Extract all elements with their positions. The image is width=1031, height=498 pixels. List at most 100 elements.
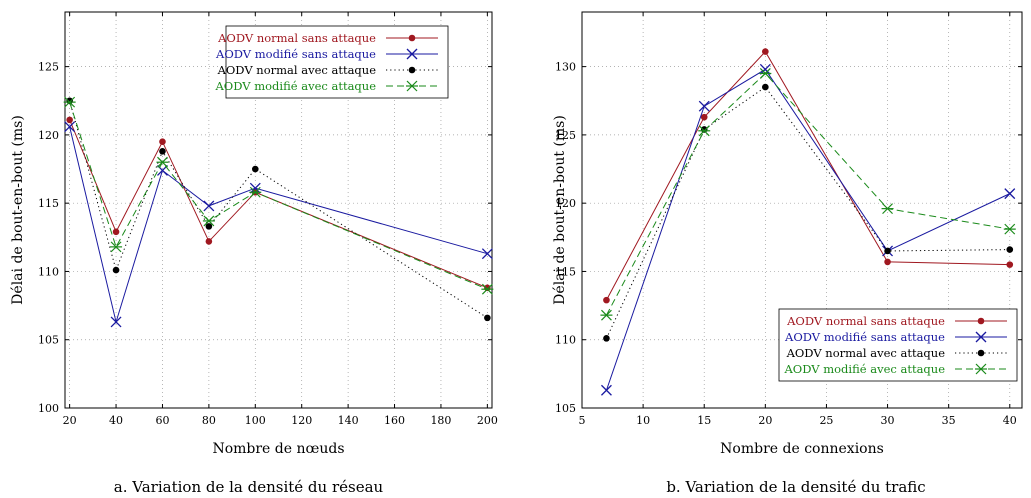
data-point bbox=[881, 203, 894, 215]
legend-entry-label: AODV modifié avec attaque bbox=[784, 362, 946, 376]
legend-entry-marker bbox=[406, 48, 418, 60]
x-axis-label: Nombre de connexions bbox=[720, 441, 884, 457]
chart-a: 20 40 60 80 100 120 140 160 180 200 100 105 110 115 12… bbox=[10, 11, 498, 496]
data-point bbox=[759, 68, 772, 79]
series-3 bbox=[66, 97, 491, 322]
data-point bbox=[112, 266, 120, 274]
chart-caption: b. Variation de la densité du trafic bbox=[666, 478, 925, 496]
data-point bbox=[1003, 223, 1016, 235]
x-tick-label: 5 bbox=[579, 414, 586, 427]
chart-b: 5 10 15 20 25 30 35 40 105 110 115 120 125 130 Nombre … bbox=[552, 11, 1023, 496]
data-point bbox=[484, 284, 491, 292]
legend-entry-label: AODV normal sans attaque bbox=[217, 31, 376, 45]
legend-entry-label: AODV normal sans attaque bbox=[786, 314, 945, 328]
y-tick-label: 125 bbox=[555, 129, 576, 142]
x-tick-label: 35 bbox=[942, 414, 956, 427]
data-point bbox=[884, 247, 891, 255]
data-point bbox=[481, 248, 493, 260]
data-point bbox=[110, 316, 122, 328]
x-tick-label: 15 bbox=[697, 414, 711, 427]
data-point bbox=[759, 63, 771, 75]
data-point bbox=[64, 121, 76, 133]
x-tick-label: 60 bbox=[155, 414, 169, 427]
legend-entry-marker bbox=[406, 80, 418, 92]
legend: AODV normal sans attaque AODV modifié san… bbox=[215, 25, 449, 99]
data-point bbox=[600, 384, 612, 396]
legend-entry-marker bbox=[408, 34, 416, 42]
plot-frame bbox=[64, 11, 493, 409]
data-point bbox=[205, 223, 213, 230]
data-point bbox=[698, 100, 710, 112]
data-point bbox=[884, 258, 891, 266]
data-point bbox=[205, 238, 213, 245]
data-point bbox=[202, 215, 215, 227]
data-point bbox=[249, 182, 261, 194]
series-2 bbox=[64, 121, 493, 328]
series-line bbox=[69, 100, 488, 319]
data-point bbox=[1006, 246, 1014, 253]
legend-entry-label: AODV normal avec attaque bbox=[786, 346, 946, 360]
data-point bbox=[1004, 188, 1016, 200]
x-tick-label: 10 bbox=[636, 414, 650, 427]
data-point bbox=[63, 96, 76, 108]
data-point bbox=[484, 314, 491, 322]
data-point bbox=[700, 126, 708, 133]
legend-entry-label: AODV modifié sans attaque bbox=[784, 330, 945, 344]
y-axis-label: Délai de bout-en-bout (ms) bbox=[10, 115, 26, 305]
y-tick-label: 120 bbox=[38, 129, 59, 142]
x-tick-label: 40 bbox=[109, 414, 123, 427]
data-point bbox=[159, 147, 166, 155]
series-2 bbox=[600, 63, 1016, 396]
series-line bbox=[69, 101, 488, 290]
x-tick-label: 200 bbox=[477, 414, 498, 427]
series-4 bbox=[63, 96, 494, 295]
series-line bbox=[606, 50, 1010, 301]
y-tick-label: 100 bbox=[38, 402, 59, 415]
legend-entry-marker bbox=[977, 317, 985, 325]
series-3 bbox=[603, 83, 1014, 342]
data-point bbox=[698, 125, 711, 137]
data-point bbox=[700, 113, 708, 121]
legend-entry-label: AODV normal avec attaque bbox=[217, 63, 377, 77]
legend-entry-marker bbox=[975, 363, 987, 375]
x-tick-label: 40 bbox=[1003, 414, 1017, 427]
data-point bbox=[249, 186, 262, 198]
chart-caption: a. Variation de la densité du réseau bbox=[114, 478, 384, 496]
data-point bbox=[481, 283, 494, 295]
x-tick-label: 160 bbox=[384, 414, 405, 427]
series-line bbox=[606, 72, 1010, 316]
x-tick-label: 180 bbox=[430, 414, 451, 427]
data-point bbox=[762, 83, 769, 91]
x-tick-label: 20 bbox=[63, 414, 77, 427]
data-point bbox=[66, 116, 73, 124]
y-tick-label: 115 bbox=[555, 265, 576, 278]
data-point bbox=[110, 241, 123, 253]
legend-entry-marker bbox=[975, 331, 987, 343]
x-tick-label: 30 bbox=[881, 414, 895, 427]
x-tick-label: 80 bbox=[202, 414, 216, 427]
data-point bbox=[156, 156, 169, 168]
y-tick-label: 110 bbox=[555, 334, 576, 347]
x-tick-label: 20 bbox=[758, 414, 772, 427]
series-4 bbox=[600, 68, 1016, 321]
data-point bbox=[112, 228, 120, 236]
legend-entry-label: AODV modifié avec attaque bbox=[215, 79, 377, 93]
data-point bbox=[600, 309, 613, 321]
data-point bbox=[762, 48, 769, 55]
series-line bbox=[69, 126, 488, 324]
plot-frame bbox=[581, 11, 1023, 409]
y-tick-label: 130 bbox=[555, 61, 576, 74]
y-axis-label: Délai de bout-en-bout (ms) bbox=[552, 115, 568, 305]
y-tick-label: 120 bbox=[555, 197, 576, 210]
x-tick-label: 100 bbox=[245, 414, 266, 427]
data-point bbox=[603, 296, 610, 304]
series-1 bbox=[603, 48, 1014, 304]
data-point bbox=[203, 200, 215, 212]
y-tick-label: 105 bbox=[555, 402, 576, 415]
data-point bbox=[251, 165, 259, 173]
y-tick-label: 105 bbox=[38, 334, 59, 347]
series-1 bbox=[66, 116, 491, 292]
x-axis-label: Nombre de nœuds bbox=[212, 441, 344, 457]
data-point bbox=[1006, 261, 1014, 268]
